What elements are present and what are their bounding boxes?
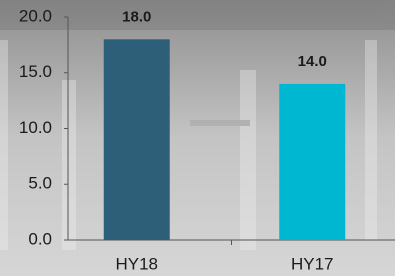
x-tick-label: HY17 [291, 254, 334, 273]
x-tick-label: HY18 [115, 254, 158, 273]
value-label: 18.0 [122, 8, 151, 25]
chart: 0.0 5.0 10.0 15.0 20.0 HY18 18.0 HY17 14.0 [0, 0, 395, 276]
page: {"chart_data": {"type": "bar", "categori… [0, 0, 395, 276]
y-tick-label: 20.0 [19, 6, 52, 25]
y-tick-label: 0.0 [28, 229, 52, 248]
bar [279, 84, 345, 240]
y-tick-label: 5.0 [28, 174, 52, 193]
y-tick-label: 15.0 [19, 62, 52, 81]
value-label: 14.0 [298, 53, 327, 70]
y-tick-label: 10.0 [19, 118, 52, 137]
bar [104, 39, 170, 240]
